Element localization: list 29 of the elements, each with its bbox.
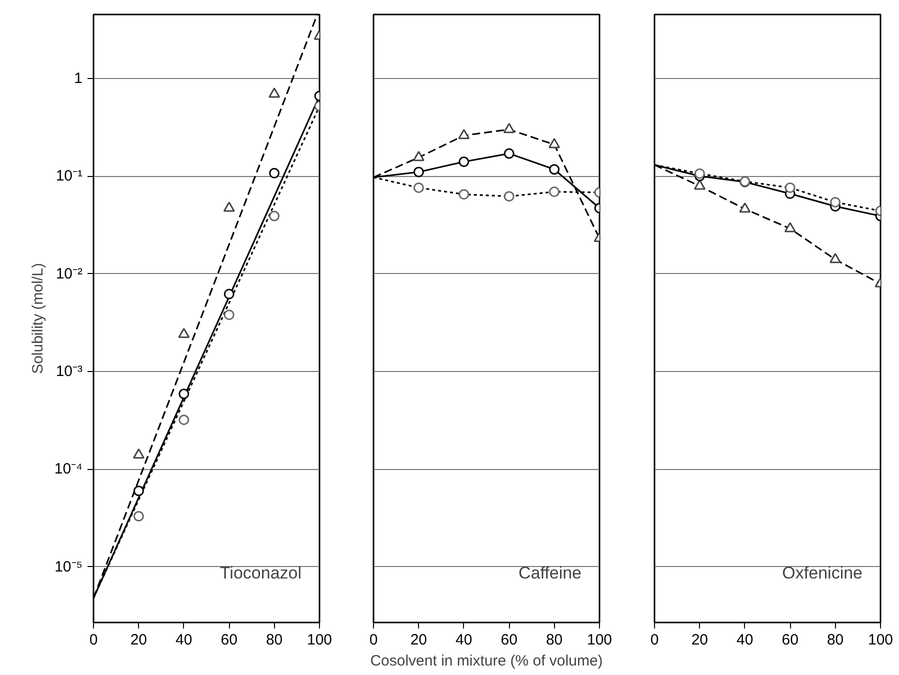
x-tick-label: 40 (456, 632, 472, 648)
x-tick-label: 80 (826, 632, 844, 648)
x-tick-label: 100 (586, 632, 612, 648)
x-tick-label: 0 (650, 632, 659, 648)
x-tick-label: 0 (89, 632, 98, 648)
y-tick-label: 10⁻¹ (56, 168, 83, 185)
x-tick-label: 40 (176, 632, 192, 648)
x-tick-label: 20 (130, 632, 148, 648)
x-tick-label: 60 (220, 632, 238, 648)
x-tick-label: 100 (868, 632, 894, 648)
x-tick-label: 20 (410, 632, 428, 648)
x-tick-label: 40 (736, 632, 754, 648)
x-tick-label: 60 (500, 632, 518, 648)
x-tick-label: 60 (782, 632, 798, 648)
y-axis-title: Solubility (mol/L) (29, 263, 46, 374)
annotation: Caffeine (518, 564, 582, 582)
x-tick-label: 80 (266, 632, 283, 648)
y-tick-label: 10⁻² (56, 265, 83, 282)
x-axis-title: Cosolvent in mixture (% of volume) (370, 652, 603, 670)
x-tick-label: 0 (369, 632, 378, 648)
y-tick-label: 10⁻³ (56, 362, 83, 380)
x-tick-label: 80 (546, 632, 563, 648)
y-tick-label: 10⁻⁴ (54, 460, 83, 478)
x-tick-label: 100 (306, 632, 332, 648)
annotation: Oxfenicine (782, 564, 863, 582)
annotation: Tioconazol (220, 564, 302, 582)
y-tick-label: 10⁻⁵ (54, 558, 83, 576)
x-tick-label: 20 (691, 632, 708, 648)
y-tick-label: 1 (74, 70, 82, 87)
